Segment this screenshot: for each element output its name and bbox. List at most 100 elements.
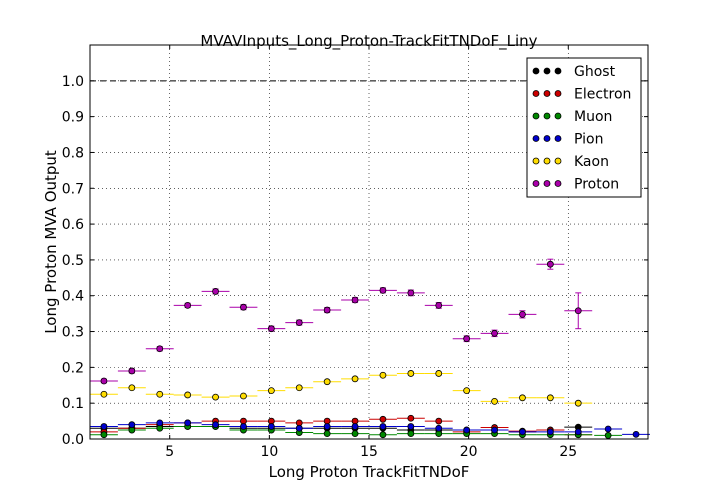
data-point [379, 371, 387, 379]
y-tick-label: 0.8 [62, 145, 84, 161]
legend-marker [554, 157, 562, 165]
data-point [491, 329, 498, 337]
data-point [632, 430, 640, 438]
x-tick-label: 5 [165, 444, 174, 460]
legend-marker [543, 67, 551, 75]
y-tick-label: 0.2 [62, 360, 84, 376]
y-tick-label: 0.6 [62, 217, 84, 233]
data-point [463, 426, 471, 434]
x-tick-label: 10 [260, 444, 278, 460]
data-point [100, 390, 108, 398]
data-point [463, 335, 471, 343]
data-point [267, 423, 275, 430]
axis-ticks: 5 10 15 20 25 0.0 0.1 0.2 0.3 0.4 0.5 0.6 0.7 0.8 0.9 1… [62, 45, 648, 460]
data-point [184, 419, 192, 427]
series-kaon [90, 370, 593, 407]
data-point [128, 384, 136, 392]
data-point [295, 319, 303, 326]
series-proton [90, 258, 593, 385]
data-point [156, 345, 164, 353]
y-tick-label: 0.4 [62, 289, 84, 305]
data-point [379, 423, 387, 430]
data-point [407, 289, 415, 297]
legend-marker [543, 112, 551, 120]
data-point [212, 288, 219, 295]
data-point [212, 393, 219, 401]
legend-marker [532, 135, 540, 142]
data-point [519, 428, 526, 436]
data-point [184, 391, 192, 399]
legend-marker [554, 90, 562, 97]
legend-label-kaon: Kaon [574, 154, 609, 170]
data-point [546, 428, 554, 436]
data-point [240, 392, 247, 400]
data-point [295, 424, 303, 432]
data-point [519, 310, 526, 318]
legend-marker [532, 112, 540, 120]
legend-marker [532, 180, 540, 187]
data-point [435, 301, 443, 309]
series-pion [90, 419, 650, 438]
y-axis-title: Long Proton MVA Output [42, 150, 60, 334]
legend-marker [543, 90, 551, 97]
data-point [435, 370, 443, 377]
data-point [240, 423, 247, 430]
data-point [351, 423, 359, 430]
x-tick-label: 20 [460, 444, 478, 460]
data-point [240, 303, 247, 311]
y-tick-label: 0.9 [62, 110, 84, 126]
data-point [407, 414, 415, 422]
data-point [267, 387, 275, 395]
data-point [546, 394, 554, 402]
data-point [574, 428, 582, 436]
data-point [100, 377, 108, 385]
legend-label-electron: Electron [574, 87, 631, 103]
data-point [435, 424, 443, 432]
data-point [407, 423, 415, 430]
data-point [267, 325, 275, 333]
data-point [379, 286, 387, 294]
data-point [323, 378, 331, 386]
y-tick-label: 0.7 [62, 181, 84, 197]
data-point [491, 426, 498, 434]
data-point [295, 384, 303, 392]
legend-box [526, 57, 642, 198]
legend-marker [554, 67, 562, 75]
data-point [604, 432, 612, 439]
legend: Ghost Electron Muon Pion Kaon Proton [526, 57, 642, 198]
data-point [379, 431, 387, 439]
data-point [407, 370, 415, 377]
legend-marker [532, 67, 540, 75]
data-point [351, 375, 359, 383]
x-tick-label: 15 [360, 444, 378, 460]
data-point [407, 430, 415, 438]
data-point [323, 423, 331, 430]
data-point [100, 431, 108, 439]
data-point [184, 301, 192, 309]
legend-label-pion: Pion [574, 132, 603, 148]
data-point [100, 423, 108, 430]
legend-marker [554, 180, 562, 187]
legend-marker [543, 157, 551, 165]
y-tick-label: 0.5 [62, 253, 84, 269]
data-point [156, 419, 164, 427]
data-point [546, 260, 554, 268]
x-axis-title: Long Proton TrackFitTNDoF [269, 463, 470, 481]
y-tick-label: 0.3 [62, 325, 84, 341]
legend-label-proton: Proton [574, 177, 619, 193]
y-tick-label: 1.0 [62, 74, 84, 90]
chart-title: MVAVInputs_Long_Proton-TrackFitTNDoF_Lin… [200, 32, 537, 51]
data-point [491, 397, 498, 405]
data-point [323, 430, 331, 438]
y-tick-label: 0.0 [62, 432, 84, 448]
legend-marker [543, 180, 551, 187]
legend-marker [554, 135, 562, 142]
data-point [604, 425, 612, 433]
data-point [351, 430, 359, 438]
legend-marker [532, 157, 540, 165]
data-point [128, 367, 136, 375]
data-point [351, 296, 359, 304]
legend-label-ghost: Ghost [574, 64, 616, 80]
data-point [212, 421, 219, 429]
data-point [574, 307, 582, 315]
